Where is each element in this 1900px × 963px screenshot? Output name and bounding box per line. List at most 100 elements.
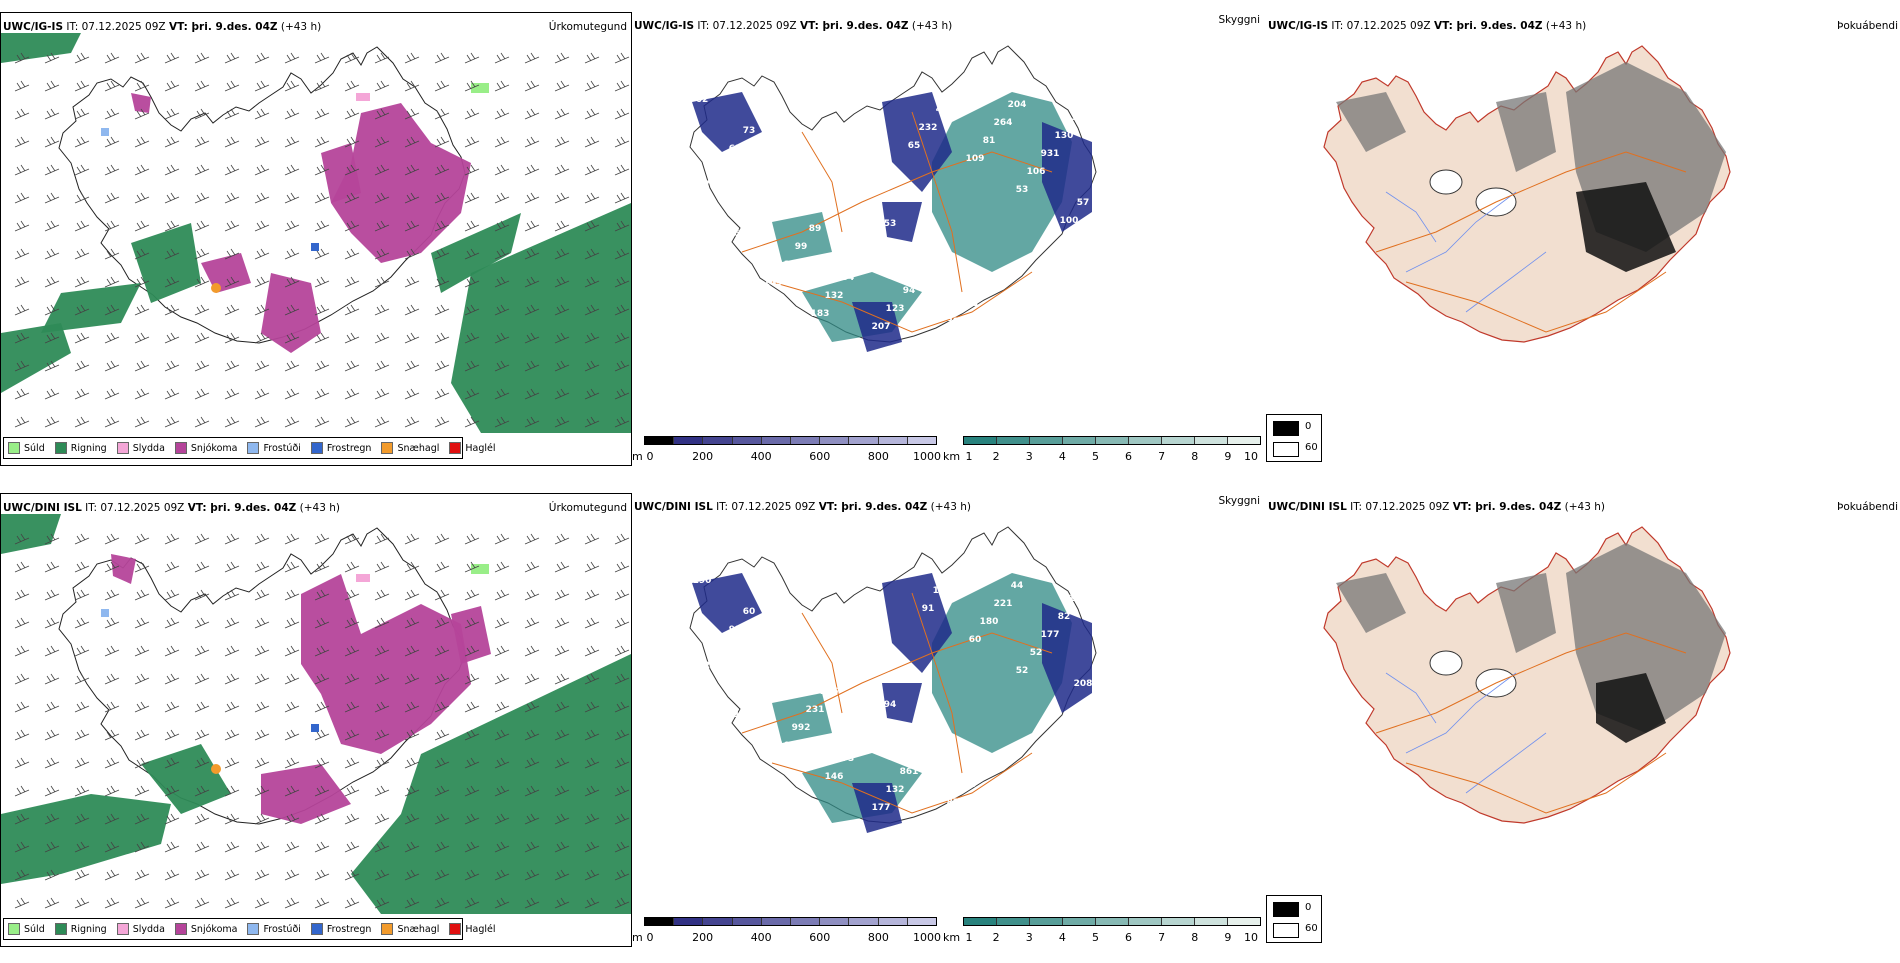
wind-barb <box>14 360 30 372</box>
colorbar-tick-label: 400 <box>750 931 772 944</box>
fog-map <box>1323 526 1731 824</box>
wind-barb <box>434 561 450 573</box>
wind-barb <box>74 416 90 428</box>
ceiling-value-label: 59 <box>917 749 930 759</box>
legend-item: Frostregn <box>310 442 371 454</box>
wind-barb <box>74 757 90 769</box>
wind-barb <box>344 332 360 344</box>
colorbar-bin <box>1162 437 1195 444</box>
wind-barb <box>374 52 390 64</box>
wind-barb <box>134 561 150 573</box>
wind-barb <box>524 388 540 400</box>
wind-barb <box>614 533 630 545</box>
ceiling-value-label: 62 <box>696 95 709 105</box>
ceiling-value-label: 109 <box>966 154 985 164</box>
dense-fog-area <box>1596 673 1666 743</box>
dense-fog-area <box>1576 182 1676 272</box>
wind-barb <box>584 841 600 853</box>
ceiling-value-label: 73 <box>743 126 756 136</box>
colorbar-tick-label: 800 <box>867 931 889 944</box>
wind-barb <box>74 360 90 372</box>
colorbar-tick-label: 1 <box>965 450 973 463</box>
wind-barb <box>224 80 240 92</box>
wind-barb <box>464 869 480 881</box>
wind-barb <box>254 813 270 825</box>
wind-barb <box>164 332 180 344</box>
wind-barb <box>494 841 510 853</box>
field-name: Þokuábendi <box>1837 501 1898 513</box>
wind-barb <box>614 388 630 400</box>
wind-barb <box>14 561 30 573</box>
colorbar-strip <box>644 917 937 926</box>
wind-barb <box>464 136 480 148</box>
rain-area <box>1 33 81 63</box>
colorbar-bin <box>761 437 792 444</box>
snow-pellet-area <box>211 764 221 774</box>
wind-barb <box>524 533 540 545</box>
colorbar-tick-label: 1000 <box>913 931 941 944</box>
wind-barb <box>524 701 540 713</box>
wind-barb <box>524 869 540 881</box>
ceiling-value-label: 62 <box>931 731 944 741</box>
colorbar-tick-label: 600 <box>809 931 831 944</box>
precip-map <box>1 33 631 433</box>
ceiling-value-label: 63 <box>1025 793 1038 803</box>
wind-barb <box>254 136 270 148</box>
legend-label: Snjókoma <box>190 923 238 935</box>
legend-label: Snæhagl <box>397 923 440 935</box>
snow-area <box>301 574 471 754</box>
wind-barb <box>614 617 630 629</box>
colorbar-bin <box>997 918 1030 925</box>
ceiling-area <box>692 573 762 633</box>
river <box>1405 672 1517 754</box>
wind-barb <box>374 701 390 713</box>
wind-barb <box>434 52 450 64</box>
wind-barb <box>224 136 240 148</box>
wind-barb <box>194 164 210 176</box>
colorbar-bin <box>1162 918 1195 925</box>
wind-barb <box>314 164 330 176</box>
wind-barb <box>434 164 450 176</box>
wind-barb <box>494 220 510 232</box>
colorbar-tick-label: 7 <box>1158 450 1166 463</box>
wind-barb <box>254 164 270 176</box>
wind-barb <box>284 785 300 797</box>
wind-barb <box>434 416 450 428</box>
wind-barb <box>344 136 360 148</box>
wind-barb <box>584 673 600 685</box>
wind-barb <box>584 108 600 120</box>
ceiling-value-label: 264 <box>994 118 1013 128</box>
wind-barb <box>194 869 210 881</box>
wind-barb <box>404 673 420 685</box>
wind-barb <box>494 589 510 601</box>
wind-barb <box>494 360 510 372</box>
wind-barb <box>284 248 300 260</box>
wind-barb <box>14 220 30 232</box>
legend-label: Snjókoma <box>190 442 238 454</box>
wind-barb <box>434 332 450 344</box>
wind-barb <box>284 164 300 176</box>
wind-barb <box>554 813 570 825</box>
wind-barb <box>584 304 600 316</box>
wind-barb <box>254 841 270 853</box>
wind-barb <box>584 164 600 176</box>
panel-title: UWC/DINI ISL IT: 07.12.2025 09Z VT: þri.… <box>1268 501 1605 513</box>
wind-barb <box>74 897 90 909</box>
wind-barb <box>464 701 480 713</box>
wind-barb <box>134 248 150 260</box>
road <box>911 111 963 293</box>
ceiling-value-label: 123 <box>886 304 905 314</box>
wind-barb <box>254 220 270 232</box>
wind-barb <box>554 897 570 909</box>
wind-barb <box>374 108 390 120</box>
legend-item: Rigning <box>54 923 107 935</box>
road <box>741 151 1053 253</box>
wind-barb <box>614 701 630 713</box>
wind-barb <box>134 617 150 629</box>
lead-time: (+43 h) <box>911 20 953 32</box>
ceiling-value-label: 73 <box>842 754 855 764</box>
wind-barb <box>44 52 60 64</box>
colorbar-tick-label: 4 <box>1058 931 1066 944</box>
wind-barb <box>554 332 570 344</box>
wind-barb <box>254 617 270 629</box>
